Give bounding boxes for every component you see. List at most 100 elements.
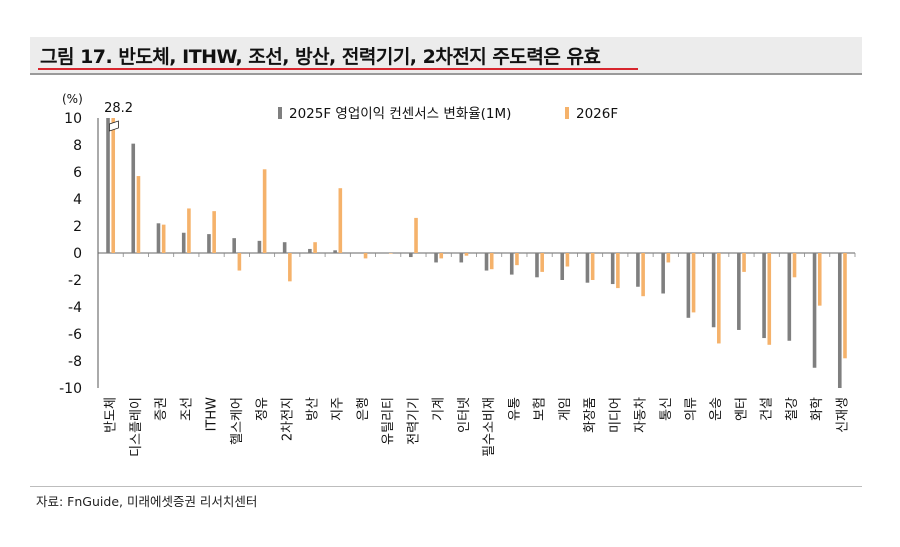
bar-consensus-2025f-8 [282, 242, 287, 253]
bar-2026f-29 [817, 253, 822, 306]
source-divider [30, 486, 862, 487]
bar-consensus-2025f-9 [308, 248, 312, 253]
bar-2026f-12 [388, 253, 393, 254]
bar-2026f-22 [641, 253, 645, 297]
x-category-label: 디스플레이 [129, 397, 144, 457]
chart-title: 그림 17. 반도체, ITHW, 조선, 방산, 전력기기, 2차전지 주도력… [40, 46, 601, 68]
x-category-label: 조선 [179, 397, 194, 421]
bar-consensus-2025f-16 [484, 253, 489, 271]
title-rule [30, 73, 862, 75]
title-underline [38, 68, 638, 70]
bar-2026f-5 [212, 211, 216, 253]
y-tick-label: 10 [64, 111, 82, 127]
bar-consensus-2025f-2 [131, 143, 136, 253]
bar-consensus-2025f-4 [181, 232, 186, 253]
x-category-label: 의류 [684, 397, 699, 421]
bar-consensus-2025f-20 [585, 253, 590, 283]
y-tick-label: -4 [68, 300, 82, 316]
y-axis-unit: (%) [62, 92, 83, 106]
legend-swatch-2 [565, 107, 569, 119]
x-category-label: 유통 [507, 397, 522, 421]
x-category-label: 증권 [154, 397, 169, 421]
bar-consensus-2025f-22 [636, 253, 640, 287]
x-category-label: 반도체 [104, 397, 119, 433]
bar-2026f-24 [691, 253, 696, 313]
bar-consensus-2025f-10 [333, 250, 337, 253]
bar-consensus-2025f-18 [535, 253, 539, 278]
legend-label-1: 2025F 영업이익 컨센서스 변화율(1M) [289, 106, 511, 122]
y-tick-label: 4 [73, 192, 82, 208]
y-tick-label: -2 [68, 273, 82, 289]
bar-2026f-7 [262, 169, 267, 253]
bar-consensus-2025f-27 [762, 253, 766, 339]
bar-2026f-4 [187, 208, 191, 253]
legend-swatch-1 [278, 107, 282, 119]
bar-2026f-26 [742, 253, 746, 272]
bar-consensus-2025f-5 [207, 234, 211, 253]
bar-consensus-2025f-12 [383, 253, 388, 254]
bar-2026f-1 [111, 118, 116, 253]
bar-consensus-2025f-1 [106, 118, 110, 253]
y-tick-label: -6 [68, 327, 82, 343]
y-tick-label: 2 [73, 219, 82, 235]
bar-2026f-28 [792, 253, 797, 278]
y-tick-label: -8 [68, 354, 82, 370]
bar-consensus-2025f-7 [257, 240, 262, 253]
y-tick-label: -10 [59, 381, 82, 397]
bar-chart: 10 8 6 4 2 0 -2 -4 -6 -8 -10 (%) 반도체 디스플레이 증권 조선 ITHW 헬스케… [59, 92, 856, 457]
x-category-label: 보험 [533, 397, 548, 421]
x-category-label: 철강 [785, 397, 800, 421]
x-category-label: 방산 [305, 397, 320, 421]
bar-2026f-16 [489, 253, 494, 270]
bar-2026f-11 [363, 253, 368, 259]
source-note: 자료: FnGuide, 미래에셋증권 리서치센터 [36, 494, 258, 509]
x-category-label: 게임 [558, 397, 573, 421]
axis-break-marker [109, 120, 119, 132]
bar-2026f-23 [666, 253, 671, 263]
x-category-label: 인터넷 [457, 397, 472, 433]
bar-consensus-2025f-15 [459, 253, 464, 263]
bar-consensus-2025f-21 [610, 253, 615, 285]
bar-consensus-2025f-14 [434, 253, 438, 263]
x-category-label: 화학 [810, 397, 825, 421]
x-category-label: 2차전지 [280, 397, 295, 441]
x-category-label: 은행 [355, 397, 371, 421]
bar-consensus-2025f-13 [409, 253, 413, 258]
x-category-label: 운송 [709, 397, 724, 421]
x-category-label: 신재생 [835, 397, 850, 433]
x-category-label: 지주 [331, 397, 346, 421]
bar-2026f-3 [161, 224, 166, 253]
bar-2026f-15 [464, 253, 469, 256]
bar-2026f-6 [237, 253, 242, 271]
bar-2026f-13 [414, 217, 418, 253]
bar-consensus-2025f-23 [661, 253, 665, 294]
bar-2026f-27 [767, 253, 772, 345]
bar-2026f-9 [313, 242, 317, 253]
bar-2026f-8 [288, 253, 292, 282]
bar-consensus-2025f-24 [686, 253, 691, 318]
annotation-label: 28.2 [104, 101, 133, 116]
bar-2026f-30 [843, 253, 847, 359]
bar-consensus-2025f-28 [787, 253, 792, 341]
bar-consensus-2025f-29 [812, 253, 817, 368]
bar-consensus-2025f-19 [560, 253, 565, 280]
bar-consensus-2025f-25 [711, 253, 716, 328]
x-category-label: 유틸리티 [381, 397, 396, 445]
bar-consensus-2025f-17 [509, 253, 514, 275]
bar-2026f-21 [616, 253, 620, 289]
x-category-label: ITHW [205, 397, 220, 432]
y-tick-label: 0 [73, 246, 82, 262]
x-category-label: 자동차 [634, 397, 649, 433]
bar-consensus-2025f-30 [837, 253, 842, 388]
bar-consensus-2025f-3 [156, 223, 161, 253]
x-category-label: 정유 [255, 397, 270, 421]
bar-2026f-2 [136, 176, 141, 253]
x-category-label: 기계 [432, 397, 447, 421]
bar-2026f-19 [565, 253, 570, 267]
bar-2026f-14 [439, 253, 444, 259]
y-tick-label: 6 [73, 165, 82, 181]
x-category-label: 엔터 [734, 397, 749, 421]
x-category-label: 필수소비재 [482, 397, 497, 457]
bar-2026f-25 [717, 253, 721, 344]
bar-consensus-2025f-26 [737, 253, 741, 330]
